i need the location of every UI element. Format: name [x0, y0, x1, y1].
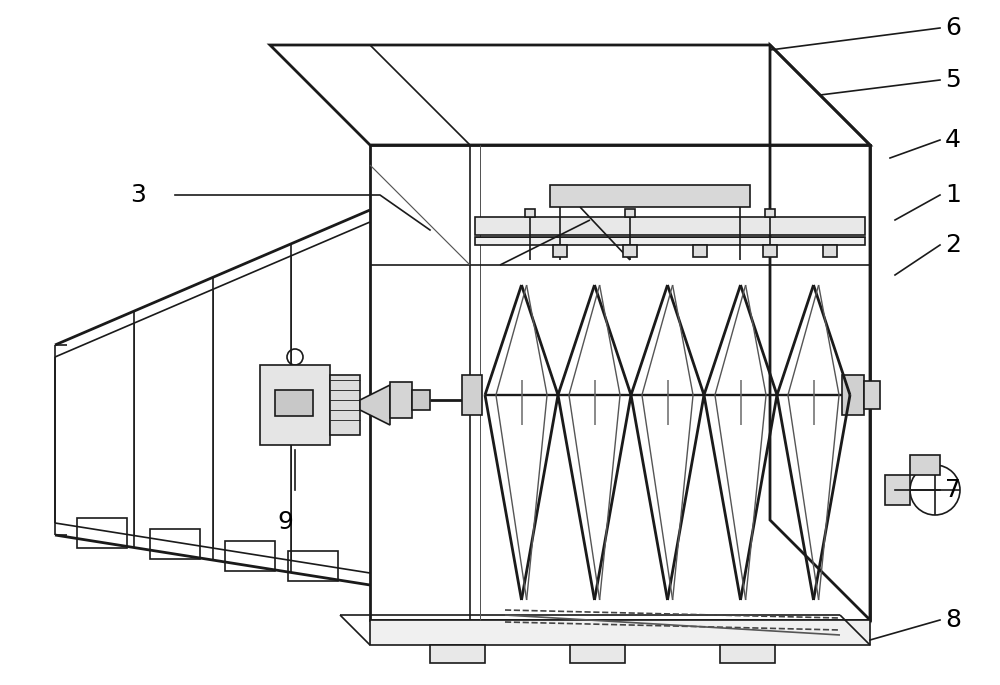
Bar — [625, 209, 635, 217]
Text: 9: 9 — [277, 510, 293, 534]
Bar — [370, 620, 870, 645]
Bar — [885, 475, 910, 505]
Bar — [475, 237, 865, 245]
Bar — [475, 217, 865, 235]
Bar — [260, 365, 330, 445]
Text: 3: 3 — [130, 183, 146, 207]
Bar — [150, 529, 200, 559]
Bar — [842, 375, 864, 415]
Text: 5: 5 — [945, 68, 961, 92]
Bar — [370, 145, 870, 620]
Bar — [390, 382, 412, 418]
Bar — [430, 645, 485, 663]
Polygon shape — [360, 385, 390, 425]
Text: 4: 4 — [945, 128, 961, 152]
Text: 8: 8 — [945, 608, 961, 632]
Bar — [288, 551, 338, 581]
Bar — [765, 209, 775, 217]
Bar — [763, 245, 777, 257]
Text: 1: 1 — [945, 183, 961, 207]
Bar — [412, 390, 430, 410]
Text: 7: 7 — [945, 478, 961, 502]
Bar — [864, 381, 880, 409]
Bar — [553, 245, 567, 257]
Text: 2: 2 — [945, 233, 961, 257]
Bar — [275, 390, 313, 416]
Bar — [623, 245, 637, 257]
Bar — [550, 185, 750, 207]
Bar — [693, 245, 707, 257]
Bar — [910, 455, 940, 475]
Bar — [77, 517, 127, 547]
Bar — [330, 375, 360, 435]
Bar — [525, 209, 535, 217]
Bar — [823, 245, 837, 257]
Bar — [462, 375, 482, 415]
Text: 6: 6 — [945, 16, 961, 40]
Bar — [570, 645, 625, 663]
Bar — [720, 645, 775, 663]
Bar — [225, 541, 275, 571]
